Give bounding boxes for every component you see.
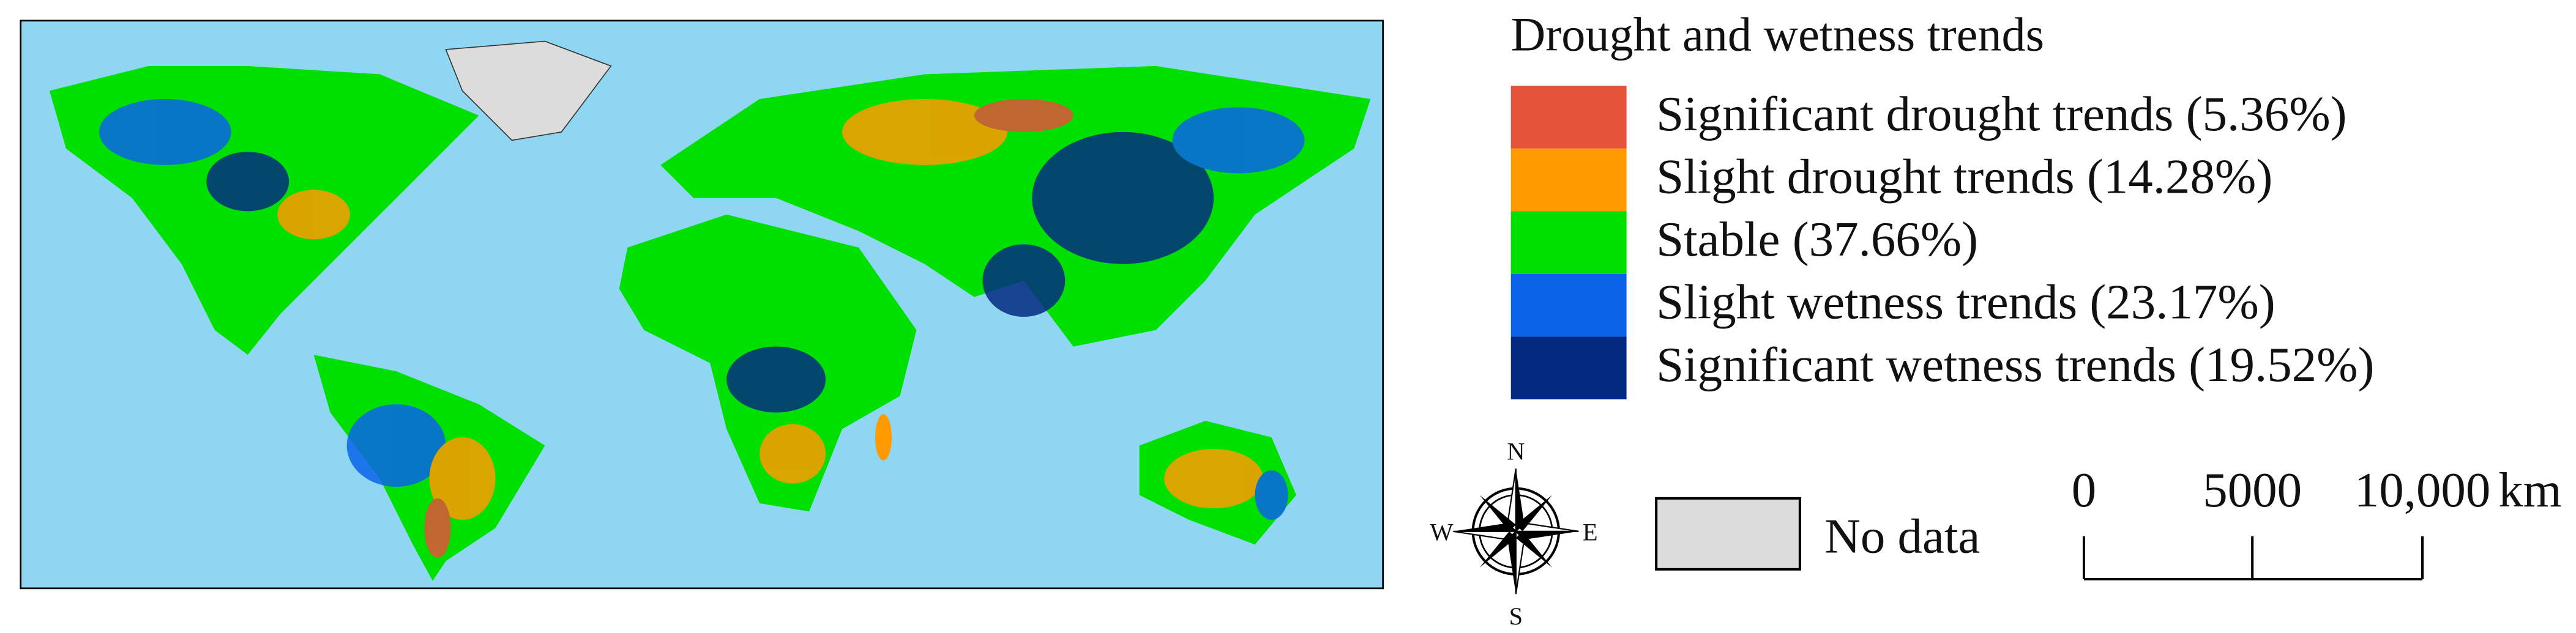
patch [1172,107,1305,174]
patch [346,404,446,487]
compass-s: S [1509,602,1523,630]
legend-label: Stable (37.66%) [1656,212,1978,267]
legend-label: Significant drought trends (5.36%) [1656,86,2346,141]
patch [99,98,231,165]
scale-unit: km [2498,462,2561,517]
legend-swatch [1510,273,1627,337]
patch [974,98,1073,132]
patch [429,437,496,520]
patch [726,346,826,413]
patch [206,152,289,212]
patch [760,424,826,484]
patch [277,190,350,240]
legend-title: Drought and wetness trends [1511,8,2044,61]
patch [424,498,451,558]
legend-swatch [1510,211,1627,274]
patch [1032,131,1214,264]
scale-label: 0 [2072,462,2096,517]
no-data-label: No data [1824,509,1980,564]
patch [1255,470,1288,520]
scale-label: 10,000 [2354,462,2491,517]
compass-w: W [1430,518,1454,546]
legend-label: Significant wetness trends (19.52%) [1656,337,2374,392]
compass: N E S W [1430,437,1597,630]
legend: Significant drought trends (5.36%) Slight… [1510,86,2375,399]
scale-label: 5000 [2203,462,2302,517]
patch [842,98,1007,165]
trend-patches [99,98,1305,558]
legend-swatch [1510,336,1627,399]
no-data-swatch [1655,497,1801,571]
patch [982,244,1066,317]
madagascar [875,414,892,461]
legend-label: Slight drought trends (14.28%) [1656,149,2272,204]
legend-label: Slight wetness trends (23.17%) [1656,274,2275,329]
compass-n: N [1507,437,1525,465]
greenland [445,40,612,141]
patch [1164,448,1264,509]
legend-swatch [1510,86,1627,149]
scale-bar [2082,536,2424,581]
compass-e: E [1583,518,1598,546]
map [20,20,1384,590]
legend-swatch [1510,148,1627,212]
